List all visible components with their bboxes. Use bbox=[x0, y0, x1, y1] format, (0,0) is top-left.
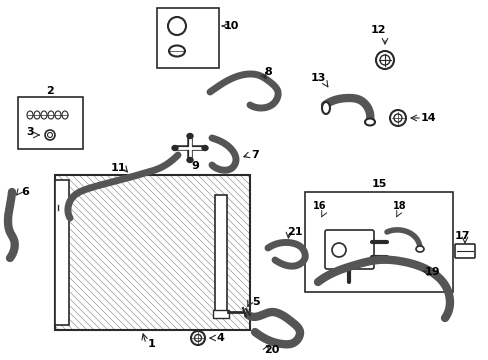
Text: 15: 15 bbox=[370, 179, 386, 189]
Ellipse shape bbox=[186, 158, 193, 162]
Text: 3: 3 bbox=[26, 127, 34, 137]
Ellipse shape bbox=[202, 145, 207, 150]
Ellipse shape bbox=[186, 134, 193, 139]
Text: 10: 10 bbox=[223, 21, 238, 31]
Ellipse shape bbox=[172, 145, 178, 150]
Text: 13: 13 bbox=[310, 73, 325, 83]
FancyBboxPatch shape bbox=[454, 244, 474, 258]
Text: 11: 11 bbox=[110, 163, 125, 173]
Text: 5: 5 bbox=[252, 297, 259, 307]
Text: 19: 19 bbox=[423, 267, 439, 277]
Text: 16: 16 bbox=[312, 201, 326, 211]
Text: 18: 18 bbox=[392, 201, 406, 211]
Bar bbox=[215, 195, 226, 315]
FancyBboxPatch shape bbox=[325, 230, 373, 269]
Text: 14: 14 bbox=[419, 113, 435, 123]
Text: 20: 20 bbox=[264, 345, 279, 355]
Bar bbox=[213, 310, 228, 318]
Bar bbox=[55, 180, 69, 325]
Ellipse shape bbox=[415, 246, 423, 252]
Text: 17: 17 bbox=[453, 231, 469, 241]
Text: 4: 4 bbox=[216, 333, 224, 343]
Ellipse shape bbox=[364, 118, 374, 126]
Bar bbox=[55, 175, 249, 330]
Text: 1: 1 bbox=[148, 339, 156, 349]
Bar bbox=[55, 175, 249, 330]
Text: 12: 12 bbox=[369, 25, 385, 35]
Bar bbox=[157, 8, 219, 68]
Text: 8: 8 bbox=[264, 67, 271, 77]
Bar bbox=[305, 192, 452, 292]
Text: 21: 21 bbox=[286, 227, 302, 237]
Text: 7: 7 bbox=[251, 150, 258, 160]
Bar bbox=[18, 97, 83, 149]
Text: 6: 6 bbox=[21, 187, 29, 197]
Ellipse shape bbox=[321, 102, 329, 114]
Text: 9: 9 bbox=[191, 161, 199, 171]
Text: 2: 2 bbox=[46, 86, 54, 96]
